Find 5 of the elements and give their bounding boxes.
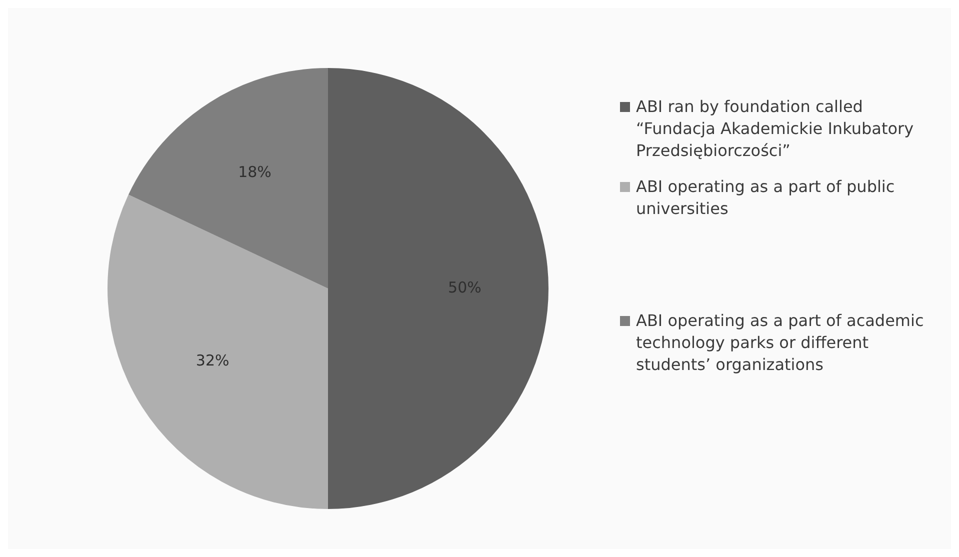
data-label: 18% [238,162,272,181]
legend-label: ABI ran by foundation called “Fundacja Akademickie Inkubatory Przedsiębiorczości” [636,96,915,162]
data-label: 32% [196,352,230,370]
legend-label: ABI operating as a part of academic technology parks or different students’ organizations [636,310,925,376]
legend-label: ABI operating as a part of public universities [636,176,896,220]
